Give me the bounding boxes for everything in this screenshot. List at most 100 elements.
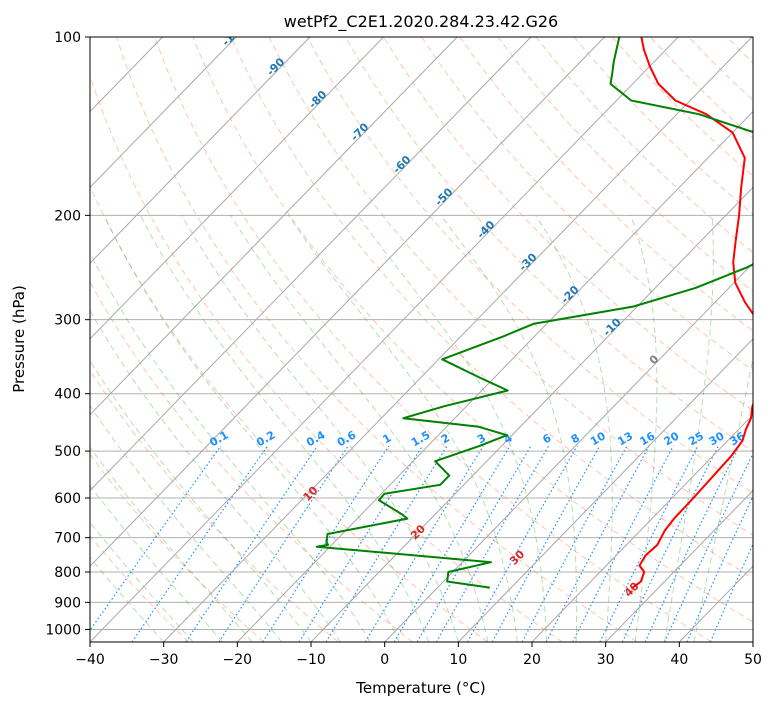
isotherm-label: -60 <box>390 153 413 176</box>
isotherm-label: -10 <box>601 315 624 338</box>
moist-adiabat-line <box>664 215 714 642</box>
isotherm-line <box>531 413 753 642</box>
moist-adiabat-line <box>181 215 459 642</box>
x-tick-label: 40 <box>670 652 688 668</box>
dry-adiabat-line <box>90 73 563 642</box>
isotherm-line <box>90 37 605 567</box>
temperature-profile-line <box>632 37 753 589</box>
isotherm-label: -70 <box>348 120 371 143</box>
isotherm-line <box>90 37 458 416</box>
mixing-ratio-line <box>185 445 318 642</box>
isotherm-label: -30 <box>516 250 539 273</box>
isotherm-line <box>605 489 753 642</box>
mixing-ratio-line <box>572 445 674 642</box>
isotherm-label: -20 <box>558 283 581 306</box>
moist-adiabats <box>90 215 753 642</box>
x-tick-label: −10 <box>296 652 326 668</box>
isotherm-label: -80 <box>306 88 329 111</box>
isotherm-label: -40 <box>474 218 497 241</box>
dry-adiabats <box>90 37 753 642</box>
background-grid <box>90 37 753 630</box>
x-tick-label: −20 <box>223 652 253 668</box>
mixing-ratio-line <box>416 445 532 642</box>
mixing-ratio-line <box>262 445 390 642</box>
mixing-ratio-line <box>218 445 349 642</box>
isotherm-line <box>90 37 532 492</box>
x-tick-label: 50 <box>744 652 762 668</box>
mixing-ratio-line <box>491 445 601 642</box>
moist-adiabat-line <box>440 215 578 642</box>
mixing-ratio-line <box>131 445 269 642</box>
isotherm-label: -100 <box>219 20 248 49</box>
y-tick-label: 200 <box>54 208 81 224</box>
dry-adiabat-line <box>726 37 753 64</box>
isotherm-line <box>90 37 384 340</box>
moist-adiabat-line <box>90 359 312 642</box>
chart-title: wetPf2_C2E1.2020.284.23.42.G26 <box>284 12 558 32</box>
moist-adiabat-line <box>90 521 194 642</box>
mixing-ratio-line <box>364 445 484 642</box>
dry-adiabat-line <box>421 37 753 372</box>
mixing-ratio-label: 0.1 <box>207 428 230 449</box>
mixing-ratio-line <box>325 445 448 642</box>
y-tick-label: 500 <box>54 444 81 460</box>
isotherm-line <box>90 37 679 642</box>
mixing-ratio-line <box>644 445 740 642</box>
x-tick-label: 30 <box>597 652 615 668</box>
mixing-ratio-line <box>599 445 699 642</box>
x-tick-label: 0 <box>380 652 389 668</box>
mixing-ratio-lines <box>90 445 753 642</box>
dry-adiabat-line <box>497 37 753 293</box>
isotherm-line <box>310 186 753 642</box>
mixing-ratio-line <box>435 445 550 642</box>
isotherm-line <box>236 110 753 642</box>
x-tick-label: 20 <box>523 652 541 668</box>
isotherm-line <box>384 262 753 642</box>
isotherm-line <box>90 37 237 189</box>
mixing-ratio-label: 0.2 <box>254 428 277 449</box>
y-axis-label: Pressure (hPa) <box>10 285 28 393</box>
x-tick-label: 10 <box>449 652 467 668</box>
mixing-ratio-line <box>393 445 511 642</box>
dry-adiabat-line <box>90 184 488 642</box>
moist-adiabat-line <box>90 556 165 642</box>
y-axis: 100 200 300 400 500 600 700 800 900 1000 <box>45 30 90 638</box>
y-tick-label: 100 <box>54 30 81 46</box>
mixing-ratio-line <box>521 445 628 642</box>
y-tick-label: 400 <box>54 387 81 403</box>
x-tick-label: −40 <box>75 652 105 668</box>
mixing-ratio-line <box>298 445 424 642</box>
profiles <box>315 37 753 589</box>
x-axis: −40 −30 −20 −10 0 10 20 30 40 50 <box>75 642 762 668</box>
plot-frame <box>89 36 754 643</box>
moist-adiabat-line <box>535 215 613 642</box>
moist-adiabat-line <box>90 309 341 642</box>
x-tick-label: −30 <box>149 652 179 668</box>
dry-adiabat-line <box>90 453 264 642</box>
y-tick-label: 1000 <box>45 622 81 638</box>
isotherms <box>90 37 753 642</box>
dry-adiabat-line <box>116 37 638 642</box>
mixing-ratio-label: 13 <box>615 429 635 448</box>
mixing-ratio-line <box>90 445 222 632</box>
dry-adiabat-line <box>192 37 753 623</box>
moist-adiabat-line <box>90 484 223 642</box>
dry-adiabat-line <box>90 535 190 642</box>
isotherm-line <box>752 641 753 642</box>
dry-adiabat-line <box>459 37 753 332</box>
x-axis-label: Temperature (°C) <box>355 679 485 697</box>
mixing-ratio-label: 10 <box>588 429 608 448</box>
y-tick-label: 700 <box>54 531 81 547</box>
moist-adiabat-line <box>139 215 430 642</box>
y-tick-label: 600 <box>54 491 81 507</box>
y-tick-label: 800 <box>54 565 81 581</box>
moist-adiabat-line <box>90 446 253 642</box>
mixing-ratio-line <box>466 445 578 642</box>
mixing-ratio-line <box>664 452 753 642</box>
mixing-ratio-label: 2 <box>439 431 452 446</box>
dry-adiabat-line <box>688 37 753 101</box>
moist-adiabat-line <box>103 215 400 642</box>
dry-adiabat-line <box>90 280 414 642</box>
